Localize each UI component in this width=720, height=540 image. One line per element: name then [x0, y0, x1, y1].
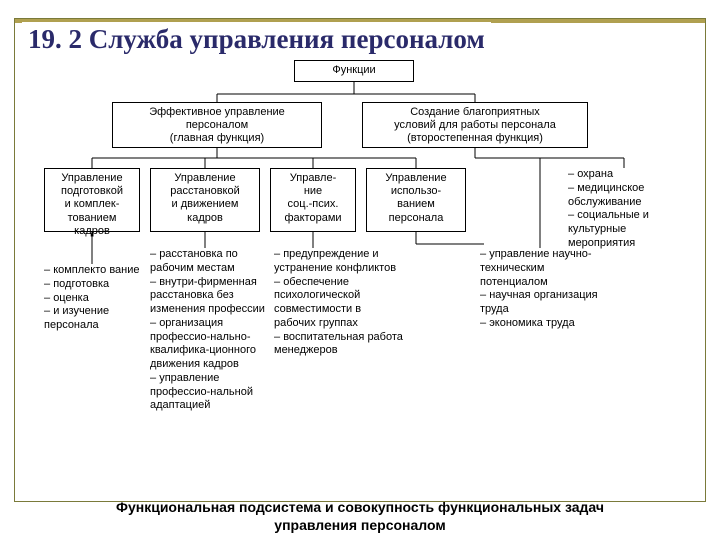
list-5: управление научно-техническим потенциало… — [480, 248, 600, 331]
box-sub1: Управлениеподготовкойи комплек-тованиемк… — [44, 168, 140, 232]
list-item: научная организация труда — [480, 289, 600, 317]
list-item: комплекто вание — [44, 264, 140, 278]
box-root: Функции — [294, 60, 414, 82]
list-item: предупреждение и устранение конфликтов — [274, 248, 404, 276]
list-item: медицинское обслуживание — [568, 182, 686, 210]
list-item: обеспечение психологической совместимост… — [274, 276, 404, 331]
box-main2: Создание благоприятныхусловий для работы… — [362, 102, 588, 148]
list-item: воспитательная работа менеджеров — [274, 331, 404, 359]
list-2: расстановка по рабочим местамвнутри-фирм… — [150, 248, 266, 413]
list-item: управление профессио-нальной адаптацией — [150, 372, 266, 413]
list-item: экономика труда — [480, 317, 600, 331]
list-item: охрана — [568, 168, 686, 182]
box-sub4: Управлениеиспользо-ваниемперсонала — [366, 168, 466, 232]
list-1: комплекто ваниеподготовкаоценкаи изучени… — [44, 264, 140, 333]
box-main1: Эффективное управлениеперсоналом(главная… — [112, 102, 322, 148]
list-item: внутри-фирменная расстановка без изменен… — [150, 276, 266, 317]
list-item: оценка — [44, 292, 140, 306]
list-item: социальные и культурные мероприятия — [568, 209, 686, 250]
box-sub3: Управле-ниесоц.-псих.факторами — [270, 168, 356, 232]
list-item: организация профессио-нально-квалифика-ц… — [150, 317, 266, 372]
list-4: охранамедицинское обслуживаниесоциальные… — [568, 168, 686, 251]
list-item: расстановка по рабочим местам — [150, 248, 266, 276]
org-diagram: Функции Эффективное управлениеперсоналом… — [24, 60, 696, 492]
list-item: управление научно-техническим потенциало… — [480, 248, 600, 289]
list-item: и изучение персонала — [44, 305, 140, 333]
list-3: предупреждение и устранение конфликтовоб… — [274, 248, 404, 358]
list-item: подготовка — [44, 278, 140, 292]
page-title: 19. 2 Служба управления персоналом — [22, 22, 491, 57]
box-sub2: Управлениерасстановкойи движениемкадров — [150, 168, 260, 232]
slide-caption: Функциональная подсистема и совокупность… — [0, 499, 720, 534]
